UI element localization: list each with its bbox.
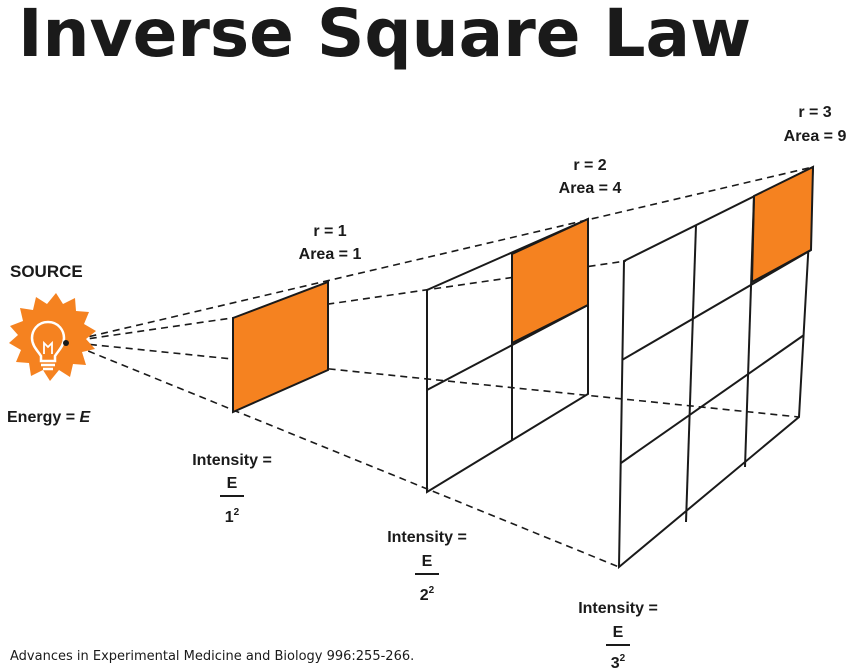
intensity-label: Intensity = [387, 529, 467, 546]
panel-r3-grid-v1 [685, 224, 697, 523]
panel-r3-area-label: Area = 9 [784, 128, 847, 145]
panel-r3-radius-label: r = 3 [798, 104, 831, 121]
intensity-numerator: E [613, 624, 624, 641]
projection-lines [65, 166, 814, 568]
intensity-formula-r1: Intensity = E 12 [192, 452, 272, 526]
panel-r3-grid-h2 [620, 334, 805, 464]
panel-r3-grid-h1 [621, 249, 812, 361]
intensity-formula-r2: Intensity = E 22 [387, 529, 467, 604]
panel-r2-radius-label: r = 2 [573, 157, 606, 174]
light-bulb-icon [9, 293, 96, 381]
panel-r2 [426, 217, 589, 494]
intensity-denominator: 12 [225, 507, 240, 526]
panel-r2-area-label: Area = 4 [559, 180, 622, 197]
intensity-denominator: 32 [611, 653, 626, 672]
panel-r3-highlight [750, 165, 815, 284]
intensity-label: Intensity = [192, 452, 272, 469]
intensity-formula-r3: Intensity = E 32 [578, 600, 658, 672]
intensity-label: Intensity = [578, 600, 658, 617]
panel-r1-highlight [232, 280, 329, 414]
panel-r1 [232, 280, 329, 414]
panel-r3 [617, 165, 815, 570]
panel-r1-area-label: Area = 1 [299, 246, 362, 263]
intensity-numerator: E [422, 553, 433, 570]
projection-line-top [65, 166, 814, 343]
panel-r2-grid-h [426, 304, 589, 391]
intensity-numerator: E [227, 475, 238, 492]
source-label: SOURCE [10, 262, 83, 281]
panel-r1-radius-label: r = 1 [313, 223, 346, 240]
intensity-denominator: 22 [420, 585, 435, 604]
panel-r3-frame [617, 165, 815, 570]
projection-line-lower [65, 341, 800, 418]
page-title: Inverse Square Law [18, 0, 751, 72]
projection-line-bottom [65, 341, 620, 568]
panel-r3-grid-v2 [744, 195, 755, 468]
citation: Advances in Experimental Medicine and Bi… [10, 649, 414, 664]
energy-label: Energy = E [7, 409, 91, 426]
